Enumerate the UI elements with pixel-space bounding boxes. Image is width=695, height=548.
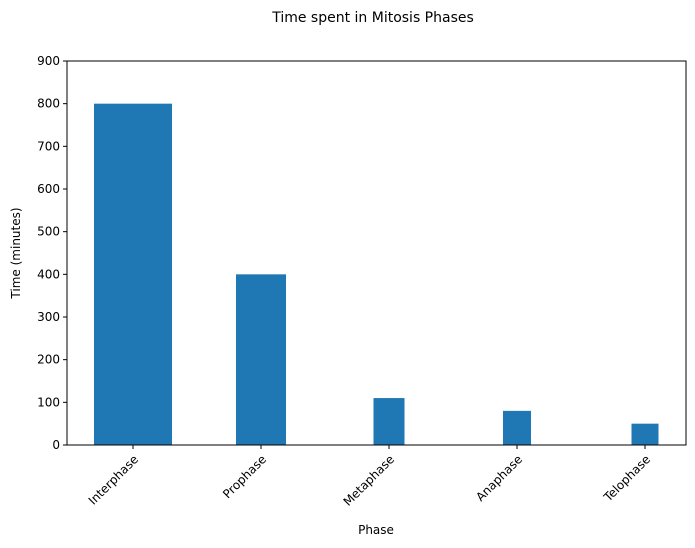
y-tick-label: 100 [37,395,60,409]
bar-telophase [631,423,659,445]
y-tick-label: 900 [37,54,60,68]
bars-layer [94,103,659,446]
x-tick-label-prophase: Prophase [220,452,269,501]
y-tick-label: 300 [37,310,60,324]
plot-frame [66,60,687,446]
y-tick-label: 700 [37,139,60,153]
y-tick-label: 400 [37,267,60,281]
x-axis-label: Phase [358,523,394,537]
y-axis-ticks: 0 100 200 300 400 500 600 700 800 900 [37,54,67,452]
bar-prophase [236,274,286,445]
bar-metaphase [373,398,405,445]
bar-anaphase [503,410,531,445]
y-tick-label: 800 [37,97,60,111]
x-tick-label-interphase: Interphase [86,452,141,507]
y-axis-label: Time (minutes) [9,207,23,299]
y-tick-label: 500 [37,225,60,239]
y-tick-label: 200 [37,353,60,367]
x-tick-label-metaphase: Metaphase [341,452,398,509]
y-tick-label: 600 [37,182,60,196]
x-tick-label-telophase: Telophase [600,452,653,505]
x-axis-ticks: Interphase Prophase Metaphase Anaphase Telop… [86,445,653,509]
chart-title: Time spent in Mitosis Phases [271,10,474,26]
y-tick-label: 0 [52,438,60,452]
x-tick-label-anaphase: Anaphase [473,452,525,504]
bar-interphase [94,103,172,446]
